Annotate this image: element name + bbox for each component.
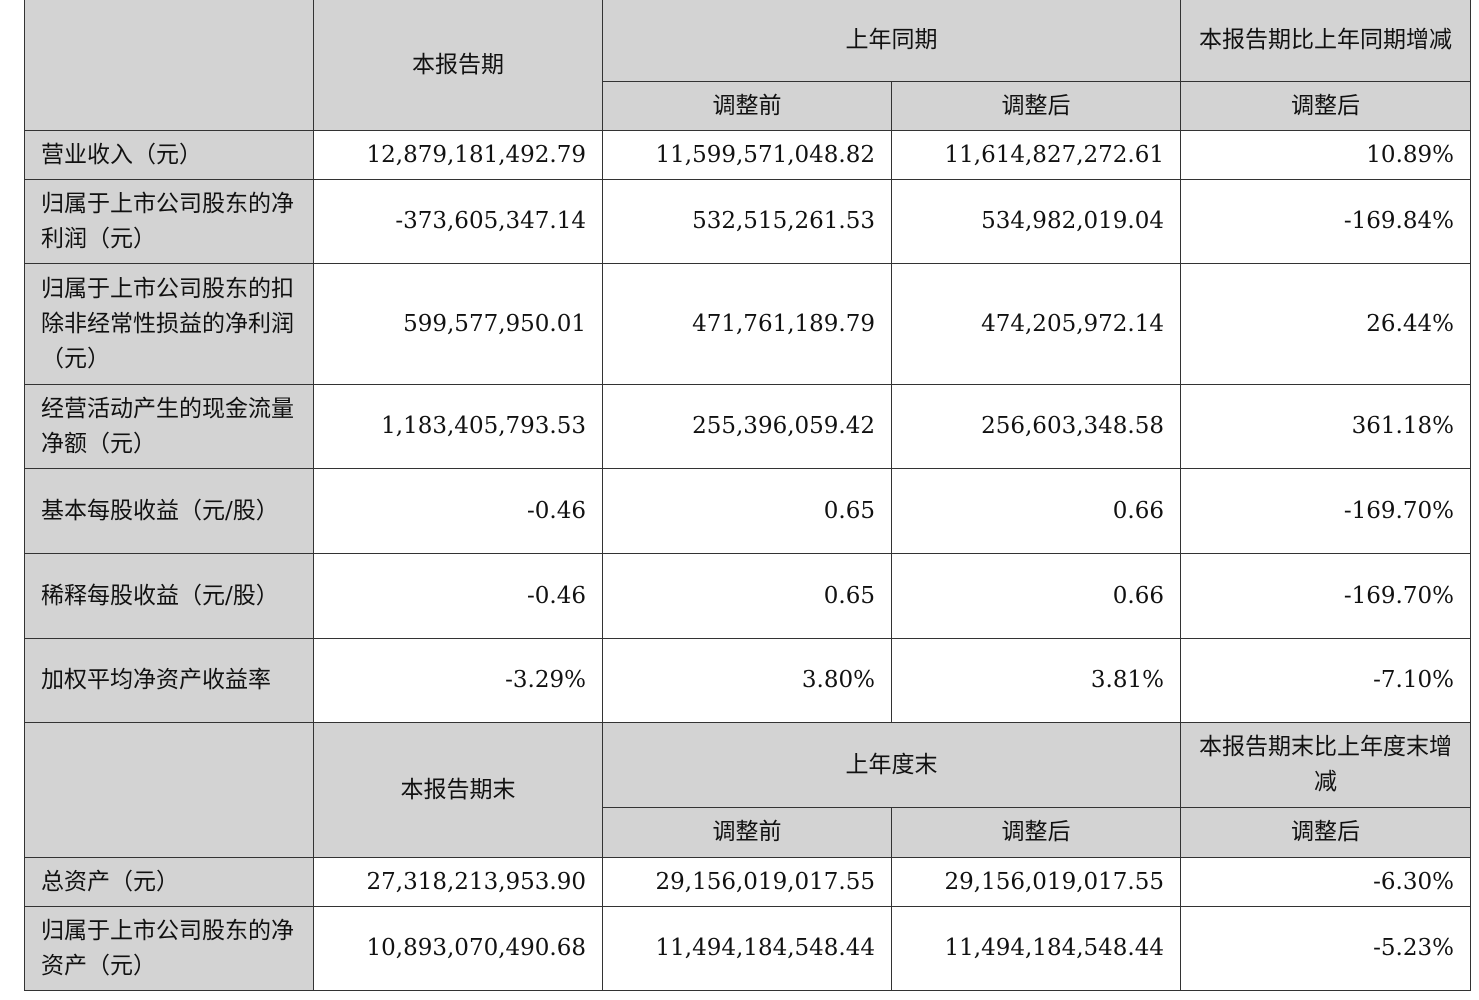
- table-row: 经营活动产生的现金流量净额（元） 1,183,405,793.53 255,396,…: [24, 384, 1471, 469]
- row-label: 加权平均净资产收益率: [24, 638, 314, 723]
- header-after: 调整后: [891, 81, 1181, 131]
- row-value: 471,761,189.79: [602, 263, 892, 385]
- header-prior: 上年同期: [602, 0, 1181, 82]
- header-change: 本报告期末比上年度末增减: [1180, 722, 1471, 808]
- row-value: -169.70%: [1180, 468, 1471, 554]
- header-row: 本报告期 上年同期 本报告期比上年同期增减: [24, 0, 1471, 131]
- table-row: 总资产（元） 27,318,213,953.90 29,156,019,017.55…: [24, 857, 1471, 907]
- row-value: 12,879,181,492.79: [313, 130, 603, 180]
- table-row: 稀释每股收益（元/股） -0.46 0.65 0.66 -169.70%: [24, 553, 1471, 639]
- header-current: 本报告期: [313, 0, 603, 131]
- row-value: -0.46: [313, 468, 603, 554]
- header-after: 调整后: [891, 807, 1181, 858]
- header-blank: [24, 722, 314, 858]
- row-value: 10.89%: [1180, 130, 1471, 180]
- header-prior: 上年度末: [602, 722, 1181, 808]
- header-blank: [24, 0, 314, 131]
- header-before: 调整前: [602, 81, 892, 131]
- header-current: 本报告期末: [313, 722, 603, 858]
- row-value: 256,603,348.58: [891, 384, 1181, 469]
- row-value: -5.23%: [1180, 906, 1471, 991]
- header-change-after: 调整后: [1180, 81, 1471, 131]
- row-value: 0.66: [891, 468, 1181, 554]
- row-value: 11,494,184,548.44: [891, 906, 1181, 991]
- row-value: 11,614,827,272.61: [891, 130, 1181, 180]
- row-value: -7.10%: [1180, 638, 1471, 723]
- row-value: 0.65: [602, 553, 892, 639]
- header-row: 本报告期末 上年度末 本报告期末比上年度末增减: [24, 722, 1471, 858]
- row-value: 0.65: [602, 468, 892, 554]
- row-label: 总资产（元）: [24, 857, 314, 907]
- row-value: -169.84%: [1180, 179, 1471, 264]
- row-value: -373,605,347.14: [313, 179, 603, 264]
- header-before: 调整前: [602, 807, 892, 858]
- row-value: -6.30%: [1180, 857, 1471, 907]
- header-change: 本报告期比上年同期增减: [1180, 0, 1471, 82]
- row-value: 29,156,019,017.55: [891, 857, 1181, 907]
- row-value: 3.80%: [602, 638, 892, 723]
- row-value: 26.44%: [1180, 263, 1471, 385]
- row-value: 11,599,571,048.82: [602, 130, 892, 180]
- row-label: 经营活动产生的现金流量净额（元）: [24, 384, 314, 469]
- row-value: 534,982,019.04: [891, 179, 1181, 264]
- row-value: 29,156,019,017.55: [602, 857, 892, 907]
- row-value: 361.18%: [1180, 384, 1471, 469]
- table-row: 基本每股收益（元/股） -0.46 0.65 0.66 -169.70%: [24, 468, 1471, 554]
- row-value: -0.46: [313, 553, 603, 639]
- row-value: 10,893,070,490.68: [313, 906, 603, 991]
- row-value: 27,318,213,953.90: [313, 857, 603, 907]
- row-value: 474,205,972.14: [891, 263, 1181, 385]
- subheader-row: 调整前 调整后 调整后: [25, 807, 1471, 858]
- table-row: 加权平均净资产收益率 -3.29% 3.80% 3.81% -7.10%: [24, 638, 1471, 723]
- financial-data-table: 本报告期 上年同期 本报告期比上年同期增减 调整前 调整后 调整后 营业收入（元） 1…: [24, 0, 1471, 991]
- row-label: 营业收入（元）: [24, 130, 314, 180]
- table-row: 归属于上市公司股东的净利润（元） -373,605,347.14 532,515,2…: [24, 179, 1471, 264]
- row-label: 基本每股收益（元/股）: [24, 468, 314, 554]
- row-label: 归属于上市公司股东的扣除非经常性损益的净利润（元）: [24, 263, 314, 385]
- row-value: 532,515,261.53: [602, 179, 892, 264]
- row-value: -3.29%: [313, 638, 603, 723]
- row-value: 599,577,950.01: [313, 263, 603, 385]
- row-value: -169.70%: [1180, 553, 1471, 639]
- row-value: 0.66: [891, 553, 1181, 639]
- row-value: 11,494,184,548.44: [602, 906, 892, 991]
- row-value: 3.81%: [891, 638, 1181, 723]
- row-label: 归属于上市公司股东的净利润（元）: [24, 179, 314, 264]
- row-label: 归属于上市公司股东的净资产（元）: [24, 906, 314, 991]
- header-change-after: 调整后: [1180, 807, 1471, 858]
- row-label: 稀释每股收益（元/股）: [24, 553, 314, 639]
- table-row: 归属于上市公司股东的净资产（元） 10,893,070,490.68 11,494,…: [24, 906, 1471, 991]
- row-value: 255,396,059.42: [602, 384, 892, 469]
- table-row: 营业收入（元） 12,879,181,492.79 11,599,571,048.8…: [24, 130, 1471, 180]
- row-value: 1,183,405,793.53: [313, 384, 603, 469]
- subheader-row: 调整前 调整后 调整后: [25, 81, 1471, 131]
- table-row: 归属于上市公司股东的扣除非经常性损益的净利润（元） 599,577,950.01 4…: [24, 263, 1471, 385]
